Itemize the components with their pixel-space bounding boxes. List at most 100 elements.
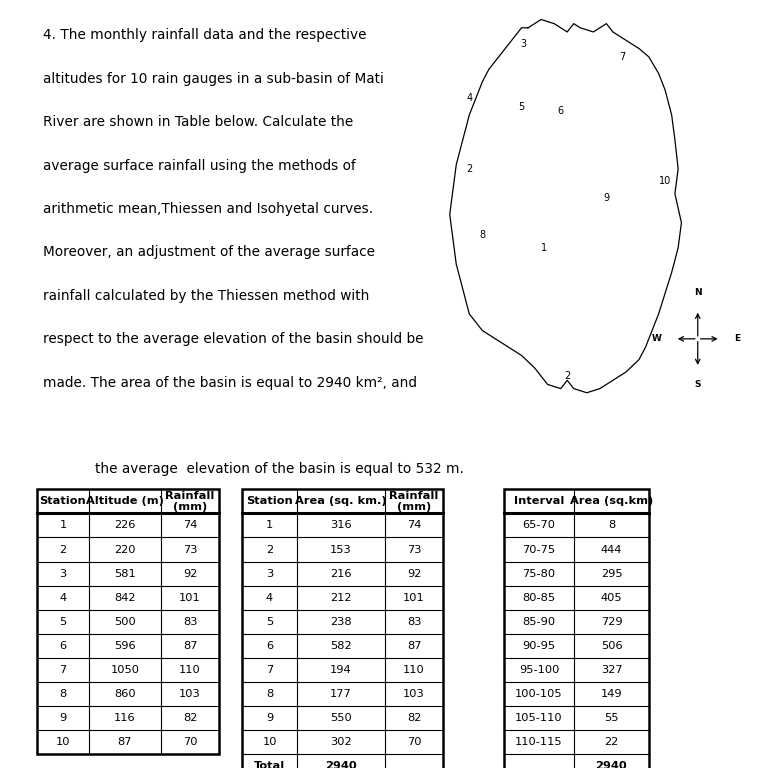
Text: 4: 4 xyxy=(59,593,67,603)
Text: the average  elevation of the basin is equal to 532 m.: the average elevation of the basin is eq… xyxy=(95,462,464,476)
Text: Station: Station xyxy=(40,496,86,506)
Text: 87: 87 xyxy=(118,737,132,747)
Text: 177: 177 xyxy=(330,689,352,699)
Text: Area (sq. km.): Area (sq. km.) xyxy=(295,496,387,506)
Text: 500: 500 xyxy=(114,617,136,627)
Text: respect to the average elevation of the basin should be: respect to the average elevation of the … xyxy=(43,332,423,346)
Text: 22: 22 xyxy=(605,737,618,747)
Text: 2: 2 xyxy=(564,371,570,381)
Text: 506: 506 xyxy=(601,641,622,650)
Text: 153: 153 xyxy=(330,545,352,554)
Text: River are shown in Table below. Calculate the: River are shown in Table below. Calculat… xyxy=(43,115,353,129)
Text: 10: 10 xyxy=(659,176,671,187)
Text: 101: 101 xyxy=(403,593,425,603)
Text: E: E xyxy=(733,334,740,343)
Text: 8: 8 xyxy=(608,521,615,531)
Text: 582: 582 xyxy=(330,641,352,650)
Text: 9: 9 xyxy=(266,713,274,723)
Text: 92: 92 xyxy=(183,568,197,578)
Text: S: S xyxy=(695,380,701,389)
Text: 87: 87 xyxy=(183,641,197,650)
Text: 70: 70 xyxy=(406,737,421,747)
Text: 4: 4 xyxy=(266,593,273,603)
Text: 95-100: 95-100 xyxy=(519,665,559,675)
Text: Station: Station xyxy=(246,496,293,506)
Text: 444: 444 xyxy=(601,545,622,554)
Text: 550: 550 xyxy=(330,713,352,723)
Text: 405: 405 xyxy=(601,593,622,603)
Text: 110-115: 110-115 xyxy=(515,737,563,747)
Text: 105-110: 105-110 xyxy=(515,713,563,723)
Text: 87: 87 xyxy=(406,641,421,650)
Text: 7: 7 xyxy=(266,665,274,675)
Text: 103: 103 xyxy=(179,689,201,699)
Text: 2: 2 xyxy=(59,545,67,554)
Text: 302: 302 xyxy=(330,737,352,747)
Text: 8: 8 xyxy=(479,230,486,240)
Bar xyxy=(504,489,649,768)
Text: Interval: Interval xyxy=(514,496,564,506)
Text: 100-105: 100-105 xyxy=(515,689,563,699)
Text: 2940: 2940 xyxy=(325,761,357,768)
Text: 2940: 2940 xyxy=(596,761,627,768)
Text: 316: 316 xyxy=(330,521,352,531)
Text: 860: 860 xyxy=(114,689,136,699)
Text: W: W xyxy=(652,334,662,343)
Text: 238: 238 xyxy=(330,617,352,627)
Text: 8: 8 xyxy=(59,689,67,699)
Text: 74: 74 xyxy=(407,521,421,531)
Text: 9: 9 xyxy=(59,713,67,723)
Text: 83: 83 xyxy=(406,617,421,627)
Text: 194: 194 xyxy=(330,665,352,675)
Text: 3: 3 xyxy=(266,568,274,578)
Text: 80-85: 80-85 xyxy=(522,593,556,603)
Text: 1: 1 xyxy=(266,521,274,531)
Text: 7: 7 xyxy=(59,665,67,675)
Text: 5: 5 xyxy=(266,617,274,627)
Text: 110: 110 xyxy=(403,665,425,675)
Text: Total: Total xyxy=(254,761,285,768)
Text: 3: 3 xyxy=(59,568,67,578)
Text: 1: 1 xyxy=(542,243,548,253)
Text: 10: 10 xyxy=(263,737,277,747)
Text: 65-70: 65-70 xyxy=(522,521,556,531)
Text: 6: 6 xyxy=(59,641,67,650)
Text: Altitude (m): Altitude (m) xyxy=(86,496,164,506)
Text: 116: 116 xyxy=(114,713,136,723)
Text: 82: 82 xyxy=(407,713,421,723)
Text: altitudes for 10 rain gauges in a sub-basin of Mati: altitudes for 10 rain gauges in a sub-ba… xyxy=(43,71,384,86)
Text: 103: 103 xyxy=(403,689,425,699)
Text: 85-90: 85-90 xyxy=(522,617,556,627)
Text: Moreover, an adjustment of the average surface: Moreover, an adjustment of the average s… xyxy=(43,245,375,260)
Text: Area (sq.km): Area (sq.km) xyxy=(570,496,653,506)
Text: 729: 729 xyxy=(601,617,622,627)
Text: 74: 74 xyxy=(183,521,197,531)
Text: 73: 73 xyxy=(406,545,421,554)
Text: 70-75: 70-75 xyxy=(522,545,556,554)
Text: 10: 10 xyxy=(56,737,70,747)
Text: Rainfall
(mm): Rainfall (mm) xyxy=(166,491,214,512)
Text: 1050: 1050 xyxy=(110,665,140,675)
Text: 2: 2 xyxy=(266,545,273,554)
Bar xyxy=(37,489,219,754)
Text: 3: 3 xyxy=(520,39,526,49)
Text: 82: 82 xyxy=(183,713,197,723)
Text: 581: 581 xyxy=(114,568,136,578)
Text: 92: 92 xyxy=(407,568,421,578)
Text: 842: 842 xyxy=(114,593,136,603)
Text: 1: 1 xyxy=(59,521,67,531)
Text: 7: 7 xyxy=(619,51,625,62)
Text: 9: 9 xyxy=(603,193,609,203)
Text: Rainfall
(mm): Rainfall (mm) xyxy=(389,491,439,512)
Text: 101: 101 xyxy=(179,593,201,603)
Text: 110: 110 xyxy=(179,665,201,675)
Bar xyxy=(242,489,443,768)
Text: 4. The monthly rainfall data and the respective: 4. The monthly rainfall data and the res… xyxy=(43,28,366,42)
Text: 220: 220 xyxy=(114,545,136,554)
Text: 149: 149 xyxy=(601,689,622,699)
Text: 73: 73 xyxy=(183,545,197,554)
Text: 6: 6 xyxy=(266,641,273,650)
Text: 596: 596 xyxy=(114,641,136,650)
Text: 327: 327 xyxy=(601,665,622,675)
Text: average surface rainfall using the methods of: average surface rainfall using the metho… xyxy=(43,158,356,173)
